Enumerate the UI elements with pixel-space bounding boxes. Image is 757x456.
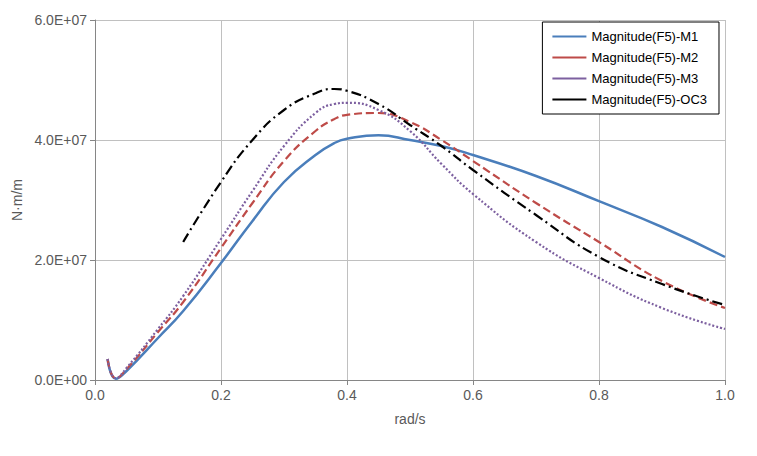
svg-text:0.2: 0.2 — [211, 387, 231, 403]
svg-text:Magnitude(F5)-M3: Magnitude(F5)-M3 — [591, 71, 698, 86]
svg-text:Magnitude(F5)-OC3: Magnitude(F5)-OC3 — [591, 92, 707, 107]
svg-text:0.0E+00: 0.0E+00 — [34, 372, 87, 388]
svg-text:0.0: 0.0 — [85, 387, 105, 403]
svg-text:rad/s: rad/s — [394, 411, 425, 427]
svg-text:0.6: 0.6 — [463, 387, 483, 403]
svg-text:0.8: 0.8 — [589, 387, 609, 403]
svg-text:N·m/m: N·m/m — [9, 179, 25, 221]
svg-text:0.4: 0.4 — [337, 387, 357, 403]
svg-text:Magnitude(F5)-M2: Magnitude(F5)-M2 — [591, 50, 698, 65]
svg-text:2.0E+07: 2.0E+07 — [34, 252, 87, 268]
svg-text:1.0: 1.0 — [715, 387, 735, 403]
svg-text:Magnitude(F5)-M1: Magnitude(F5)-M1 — [591, 29, 698, 44]
svg-text:6.0E+07: 6.0E+07 — [34, 12, 87, 28]
svg-text:4.0E+07: 4.0E+07 — [34, 132, 87, 148]
